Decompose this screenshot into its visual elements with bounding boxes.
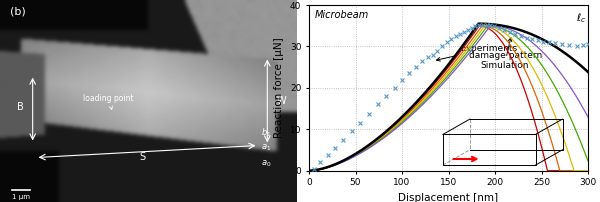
Text: (b): (b) [10, 6, 26, 16]
Text: $\ell_c$: $\ell_c$ [576, 11, 586, 25]
Text: Experiments: Experiments [436, 44, 517, 61]
X-axis label: Displacement [nm]: Displacement [nm] [398, 193, 499, 202]
Text: Simulation: Simulation [480, 38, 529, 70]
Y-axis label: Reaction force [μN]: Reaction force [μN] [274, 38, 284, 138]
Text: Microbeam: Microbeam [314, 10, 369, 20]
Text: 1 μm: 1 μm [12, 194, 30, 200]
Text: B: B [17, 102, 24, 112]
Text: $b_1$: $b_1$ [262, 126, 272, 139]
Text: $a_1$: $a_1$ [262, 142, 272, 153]
Text: W: W [276, 96, 286, 106]
Text: loading point: loading point [83, 94, 134, 109]
Text: S: S [139, 152, 146, 162]
Text: $a_0$: $a_0$ [262, 159, 272, 169]
Text: damage pattern: damage pattern [469, 52, 542, 60]
